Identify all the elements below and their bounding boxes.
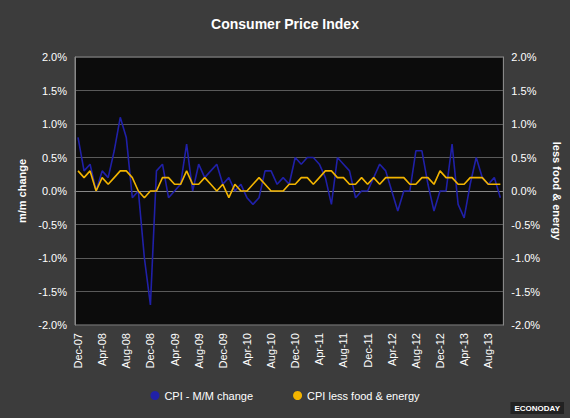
svg-text:Aug-08: Aug-08	[120, 333, 132, 368]
svg-text:Aug-10: Aug-10	[265, 333, 277, 368]
svg-text:2.0%: 2.0%	[511, 51, 536, 63]
svg-text:Aug-09: Aug-09	[193, 333, 205, 368]
svg-text:CPI less food & energy: CPI less food & energy	[307, 390, 420, 402]
svg-text:0.5%: 0.5%	[511, 152, 536, 164]
svg-text:Apr-08: Apr-08	[96, 333, 108, 366]
svg-text:0.0%: 0.0%	[42, 185, 67, 197]
svg-text:-0.5%: -0.5%	[511, 219, 540, 231]
svg-text:Apr-10: Apr-10	[241, 333, 253, 366]
svg-text:Apr-13: Apr-13	[458, 333, 470, 366]
svg-text:0.0%: 0.0%	[511, 185, 536, 197]
svg-text:Dec-08: Dec-08	[144, 333, 156, 368]
svg-text:Apr-11: Apr-11	[313, 333, 325, 365]
svg-text:Dec-09: Dec-09	[217, 333, 229, 368]
svg-text:-1.0%: -1.0%	[511, 252, 540, 264]
svg-text:Aug-11: Aug-11	[337, 333, 349, 368]
svg-text:Dec-07: Dec-07	[72, 333, 84, 368]
svg-text:-1.5%: -1.5%	[38, 286, 67, 298]
svg-text:Dec-12: Dec-12	[434, 333, 446, 368]
svg-text:Aug-12: Aug-12	[410, 333, 422, 368]
svg-text:1.5%: 1.5%	[42, 85, 67, 97]
svg-text:-2.0%: -2.0%	[38, 319, 67, 331]
svg-text:CPI - M/M change: CPI - M/M change	[164, 390, 253, 402]
svg-text:Apr-12: Apr-12	[386, 333, 398, 366]
svg-text:1.5%: 1.5%	[511, 85, 536, 97]
svg-text:Dec-11: Dec-11	[362, 333, 374, 368]
svg-text:-1.5%: -1.5%	[511, 286, 540, 298]
svg-text:1.0%: 1.0%	[42, 118, 67, 130]
svg-text:ECONODAY: ECONODAY	[515, 404, 561, 413]
svg-text:Dec-10: Dec-10	[289, 333, 301, 368]
svg-text:-2.0%: -2.0%	[511, 319, 540, 331]
svg-text:Aug-13: Aug-13	[482, 333, 494, 368]
svg-text:Consumer Price Index: Consumer Price Index	[211, 16, 359, 32]
svg-text:m/m change: m/m change	[16, 159, 28, 223]
svg-text:0.5%: 0.5%	[42, 152, 67, 164]
svg-text:1.0%: 1.0%	[511, 118, 536, 130]
svg-text:less food & energy: less food & energy	[551, 142, 563, 241]
svg-text:-1.0%: -1.0%	[38, 252, 67, 264]
svg-text:-0.5%: -0.5%	[38, 219, 67, 231]
svg-text:2.0%: 2.0%	[42, 51, 67, 63]
svg-text:Apr-09: Apr-09	[169, 333, 181, 366]
